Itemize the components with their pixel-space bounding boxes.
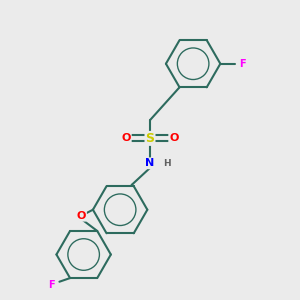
Text: H: H: [164, 159, 171, 168]
Text: O: O: [122, 134, 131, 143]
Text: F: F: [239, 59, 246, 69]
Text: O: O: [169, 134, 178, 143]
Text: S: S: [146, 132, 154, 145]
Text: O: O: [76, 211, 86, 221]
Text: F: F: [49, 280, 55, 290]
Text: N: N: [146, 158, 154, 168]
